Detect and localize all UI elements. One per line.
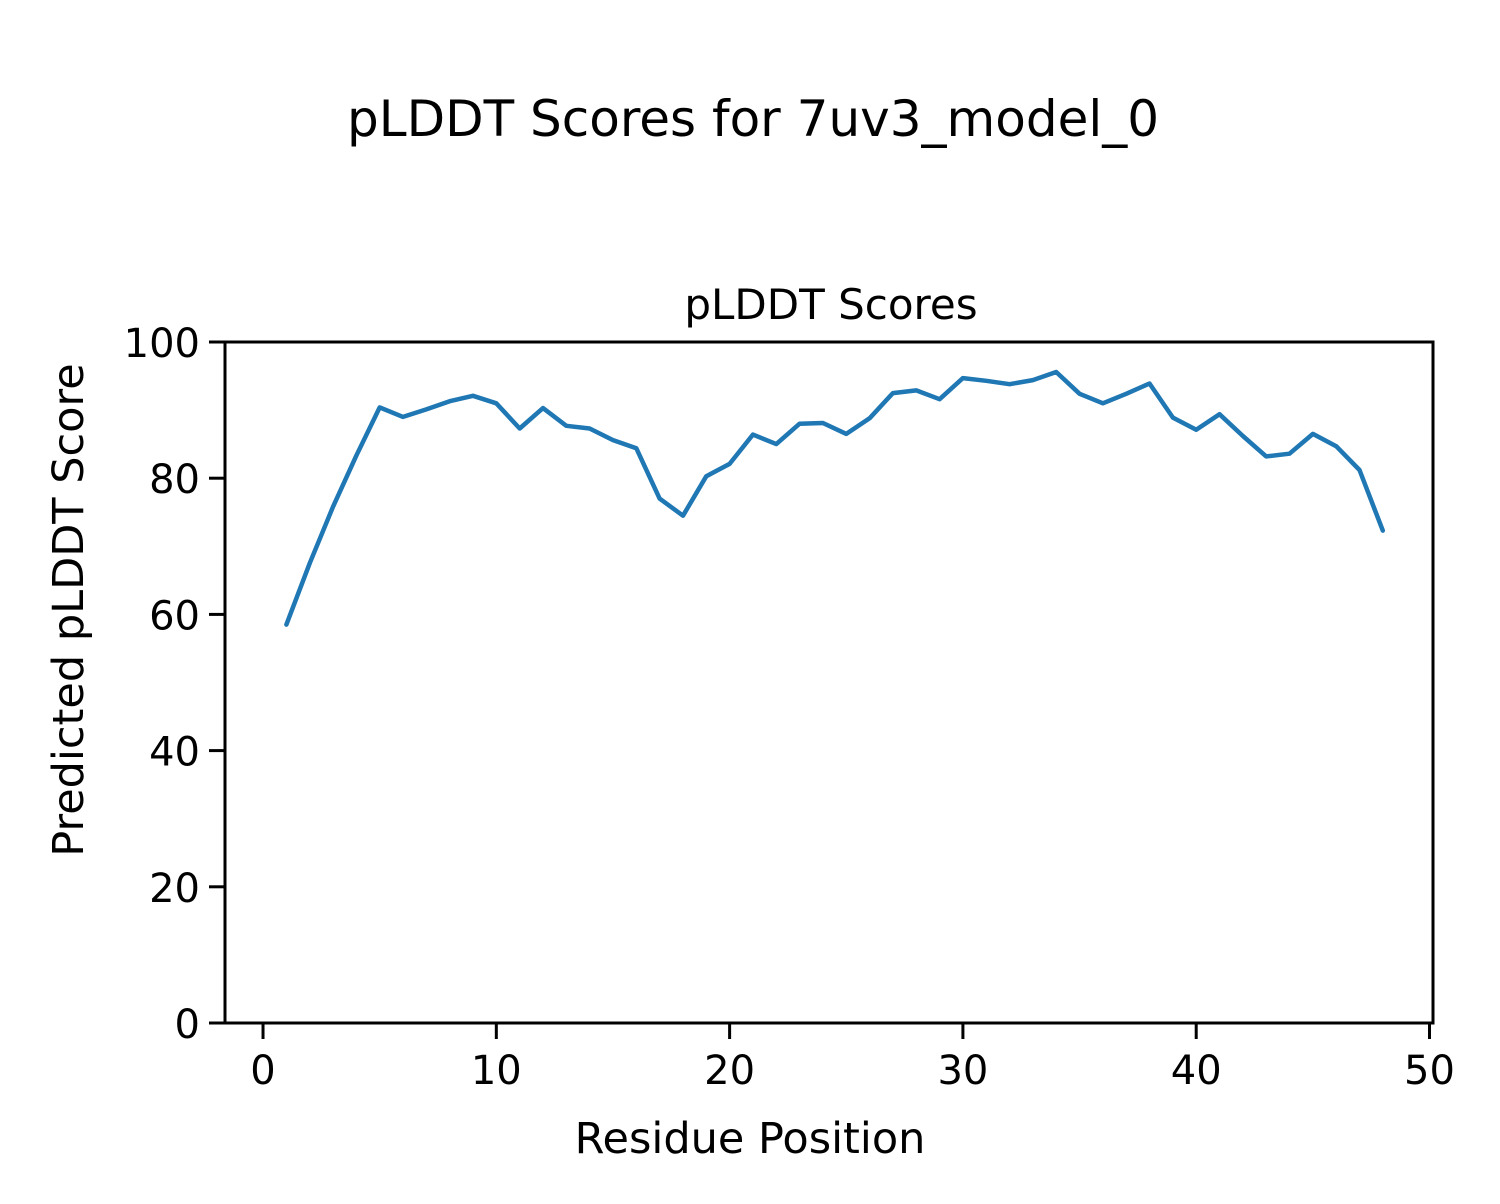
y-axis-label: Predicted pLDDT Score (44, 363, 94, 856)
axes-border (223, 340, 1435, 1025)
x-tick-label: 10 (471, 1048, 522, 1094)
x-tick-label: 20 (704, 1048, 755, 1094)
y-tick-label: 40 (149, 730, 200, 776)
plddt-score-line (284, 369, 1386, 627)
data-series-group (284, 369, 1386, 627)
x-tick-label: 40 (1171, 1048, 1222, 1094)
figure-suptitle: pLDDT Scores for 7uv3_model_0 (347, 90, 1159, 148)
x-tick-label: 0 (250, 1048, 275, 1094)
axes-title: pLDDT Scores (684, 280, 977, 329)
y-tick-label: 20 (149, 866, 200, 912)
y-tick-label: 60 (149, 593, 200, 639)
x-tick-label: 50 (1404, 1048, 1455, 1094)
y-tick-label: 100 (124, 321, 200, 367)
y-tick-label: 80 (149, 457, 200, 503)
y-axis-ticks: 0 20 40 60 80 100 (124, 321, 225, 1048)
x-axis-label: Residue Position (575, 1114, 926, 1164)
y-tick-label: 0 (175, 1002, 200, 1048)
x-axis-ticks: 0 10 20 30 40 50 (250, 1023, 1455, 1094)
x-tick-label: 30 (937, 1048, 988, 1094)
